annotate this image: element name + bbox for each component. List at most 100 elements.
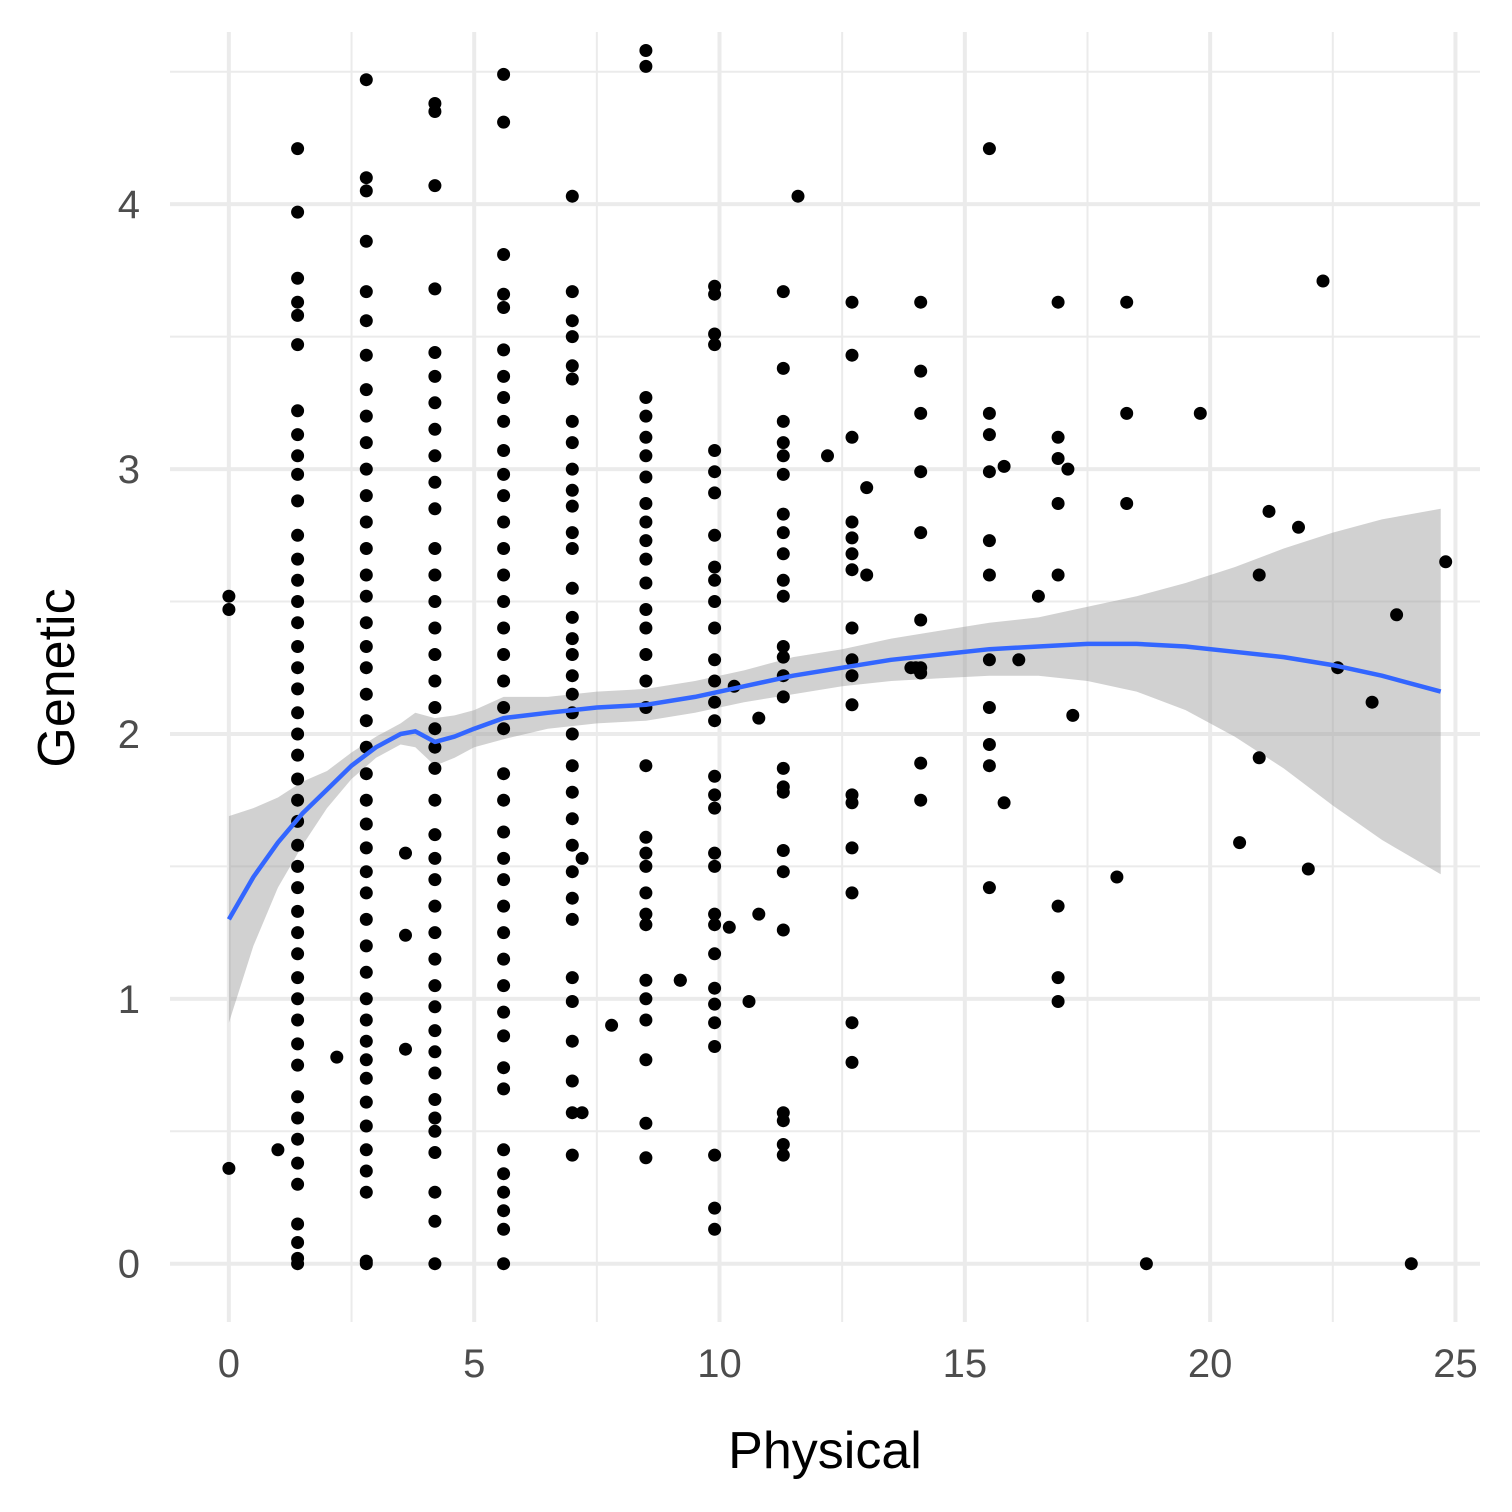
data-point [359, 767, 373, 781]
data-point [428, 979, 442, 993]
data-point [914, 465, 928, 479]
data-point [860, 481, 874, 495]
data-point [982, 701, 996, 714]
data-point [428, 502, 442, 516]
data-point [565, 838, 579, 852]
data-point [497, 595, 511, 608]
data-point [776, 1138, 790, 1151]
grid-minor [170, 32, 1480, 1322]
data-point [291, 947, 305, 961]
data-point [428, 873, 442, 887]
data-point [997, 459, 1011, 473]
data-point [359, 1095, 373, 1109]
data-point [428, 740, 442, 754]
data-point [1051, 497, 1065, 510]
data-point [639, 59, 653, 73]
y-tick-label: 3 [118, 448, 140, 492]
data-point [428, 1185, 442, 1199]
data-point [776, 1114, 790, 1128]
data-point [639, 1151, 653, 1165]
data-point [565, 499, 579, 513]
data-point [776, 761, 790, 775]
data-point [639, 603, 653, 616]
data-point [359, 841, 373, 855]
y-axis-title: Genetic [28, 588, 86, 767]
data-point [708, 560, 722, 574]
smooth-line-group [226, 641, 1442, 921]
data-point [639, 515, 653, 529]
data-point [291, 859, 305, 873]
data-point [605, 1018, 619, 1032]
data-point [1292, 520, 1305, 534]
data-point [291, 308, 305, 322]
data-point [708, 287, 722, 301]
data-point [639, 552, 653, 566]
data-point [291, 640, 305, 653]
data-point [359, 1164, 373, 1178]
data-point [1110, 870, 1124, 884]
data-point [222, 1161, 236, 1175]
y-tick-labels: 0 1 2 3 4 [118, 183, 140, 1287]
data-point [359, 1034, 373, 1048]
data-point [639, 44, 653, 57]
data-point [565, 542, 579, 555]
data-point [497, 674, 511, 688]
data-point [575, 851, 589, 865]
data-point [428, 179, 442, 193]
data-point [982, 406, 996, 420]
data-point [565, 414, 579, 428]
data-point [821, 449, 834, 463]
data-point [914, 793, 928, 807]
data-point [565, 285, 579, 299]
data-point [1012, 653, 1026, 667]
data-point [291, 1177, 305, 1191]
confidence-band [228, 508, 1441, 1023]
data-point [359, 171, 373, 185]
data-point [639, 1053, 653, 1067]
data-point [428, 475, 442, 489]
data-point [982, 738, 996, 751]
data-point [359, 489, 373, 503]
data-point [428, 1024, 442, 1038]
data-point [708, 1201, 722, 1215]
x-tick-label: 15 [943, 1342, 988, 1386]
data-point [639, 846, 653, 860]
data-point [497, 701, 511, 714]
data-point [1252, 751, 1266, 765]
data-point [359, 886, 373, 900]
data-point [708, 907, 722, 921]
data-point [222, 589, 236, 603]
data-point [222, 603, 236, 616]
data-point [291, 992, 305, 1006]
data-point [565, 526, 579, 540]
data-point [497, 648, 511, 661]
data-point [291, 338, 305, 352]
data-point [291, 467, 305, 481]
data-point [1120, 406, 1134, 420]
data-point [428, 595, 442, 608]
data-point [497, 952, 511, 966]
data-point [291, 1156, 305, 1170]
x-tick-label: 5 [463, 1342, 485, 1386]
data-point [497, 1185, 511, 1199]
data-point [428, 1045, 442, 1059]
data-point [497, 248, 511, 261]
data-point [497, 873, 511, 887]
data-point [291, 1217, 305, 1231]
data-point [1439, 555, 1453, 569]
data-point [776, 467, 790, 481]
data-point [428, 1257, 442, 1271]
data-point [497, 542, 511, 555]
data-point [914, 613, 928, 627]
data-point [1120, 295, 1134, 309]
data-point [497, 767, 511, 781]
data-point [708, 528, 722, 542]
data-point [291, 838, 305, 852]
data-point [565, 759, 579, 773]
data-point [359, 640, 373, 653]
data-point [914, 295, 928, 309]
data-point [359, 542, 373, 555]
data-point [565, 687, 579, 701]
data-point [291, 449, 305, 463]
